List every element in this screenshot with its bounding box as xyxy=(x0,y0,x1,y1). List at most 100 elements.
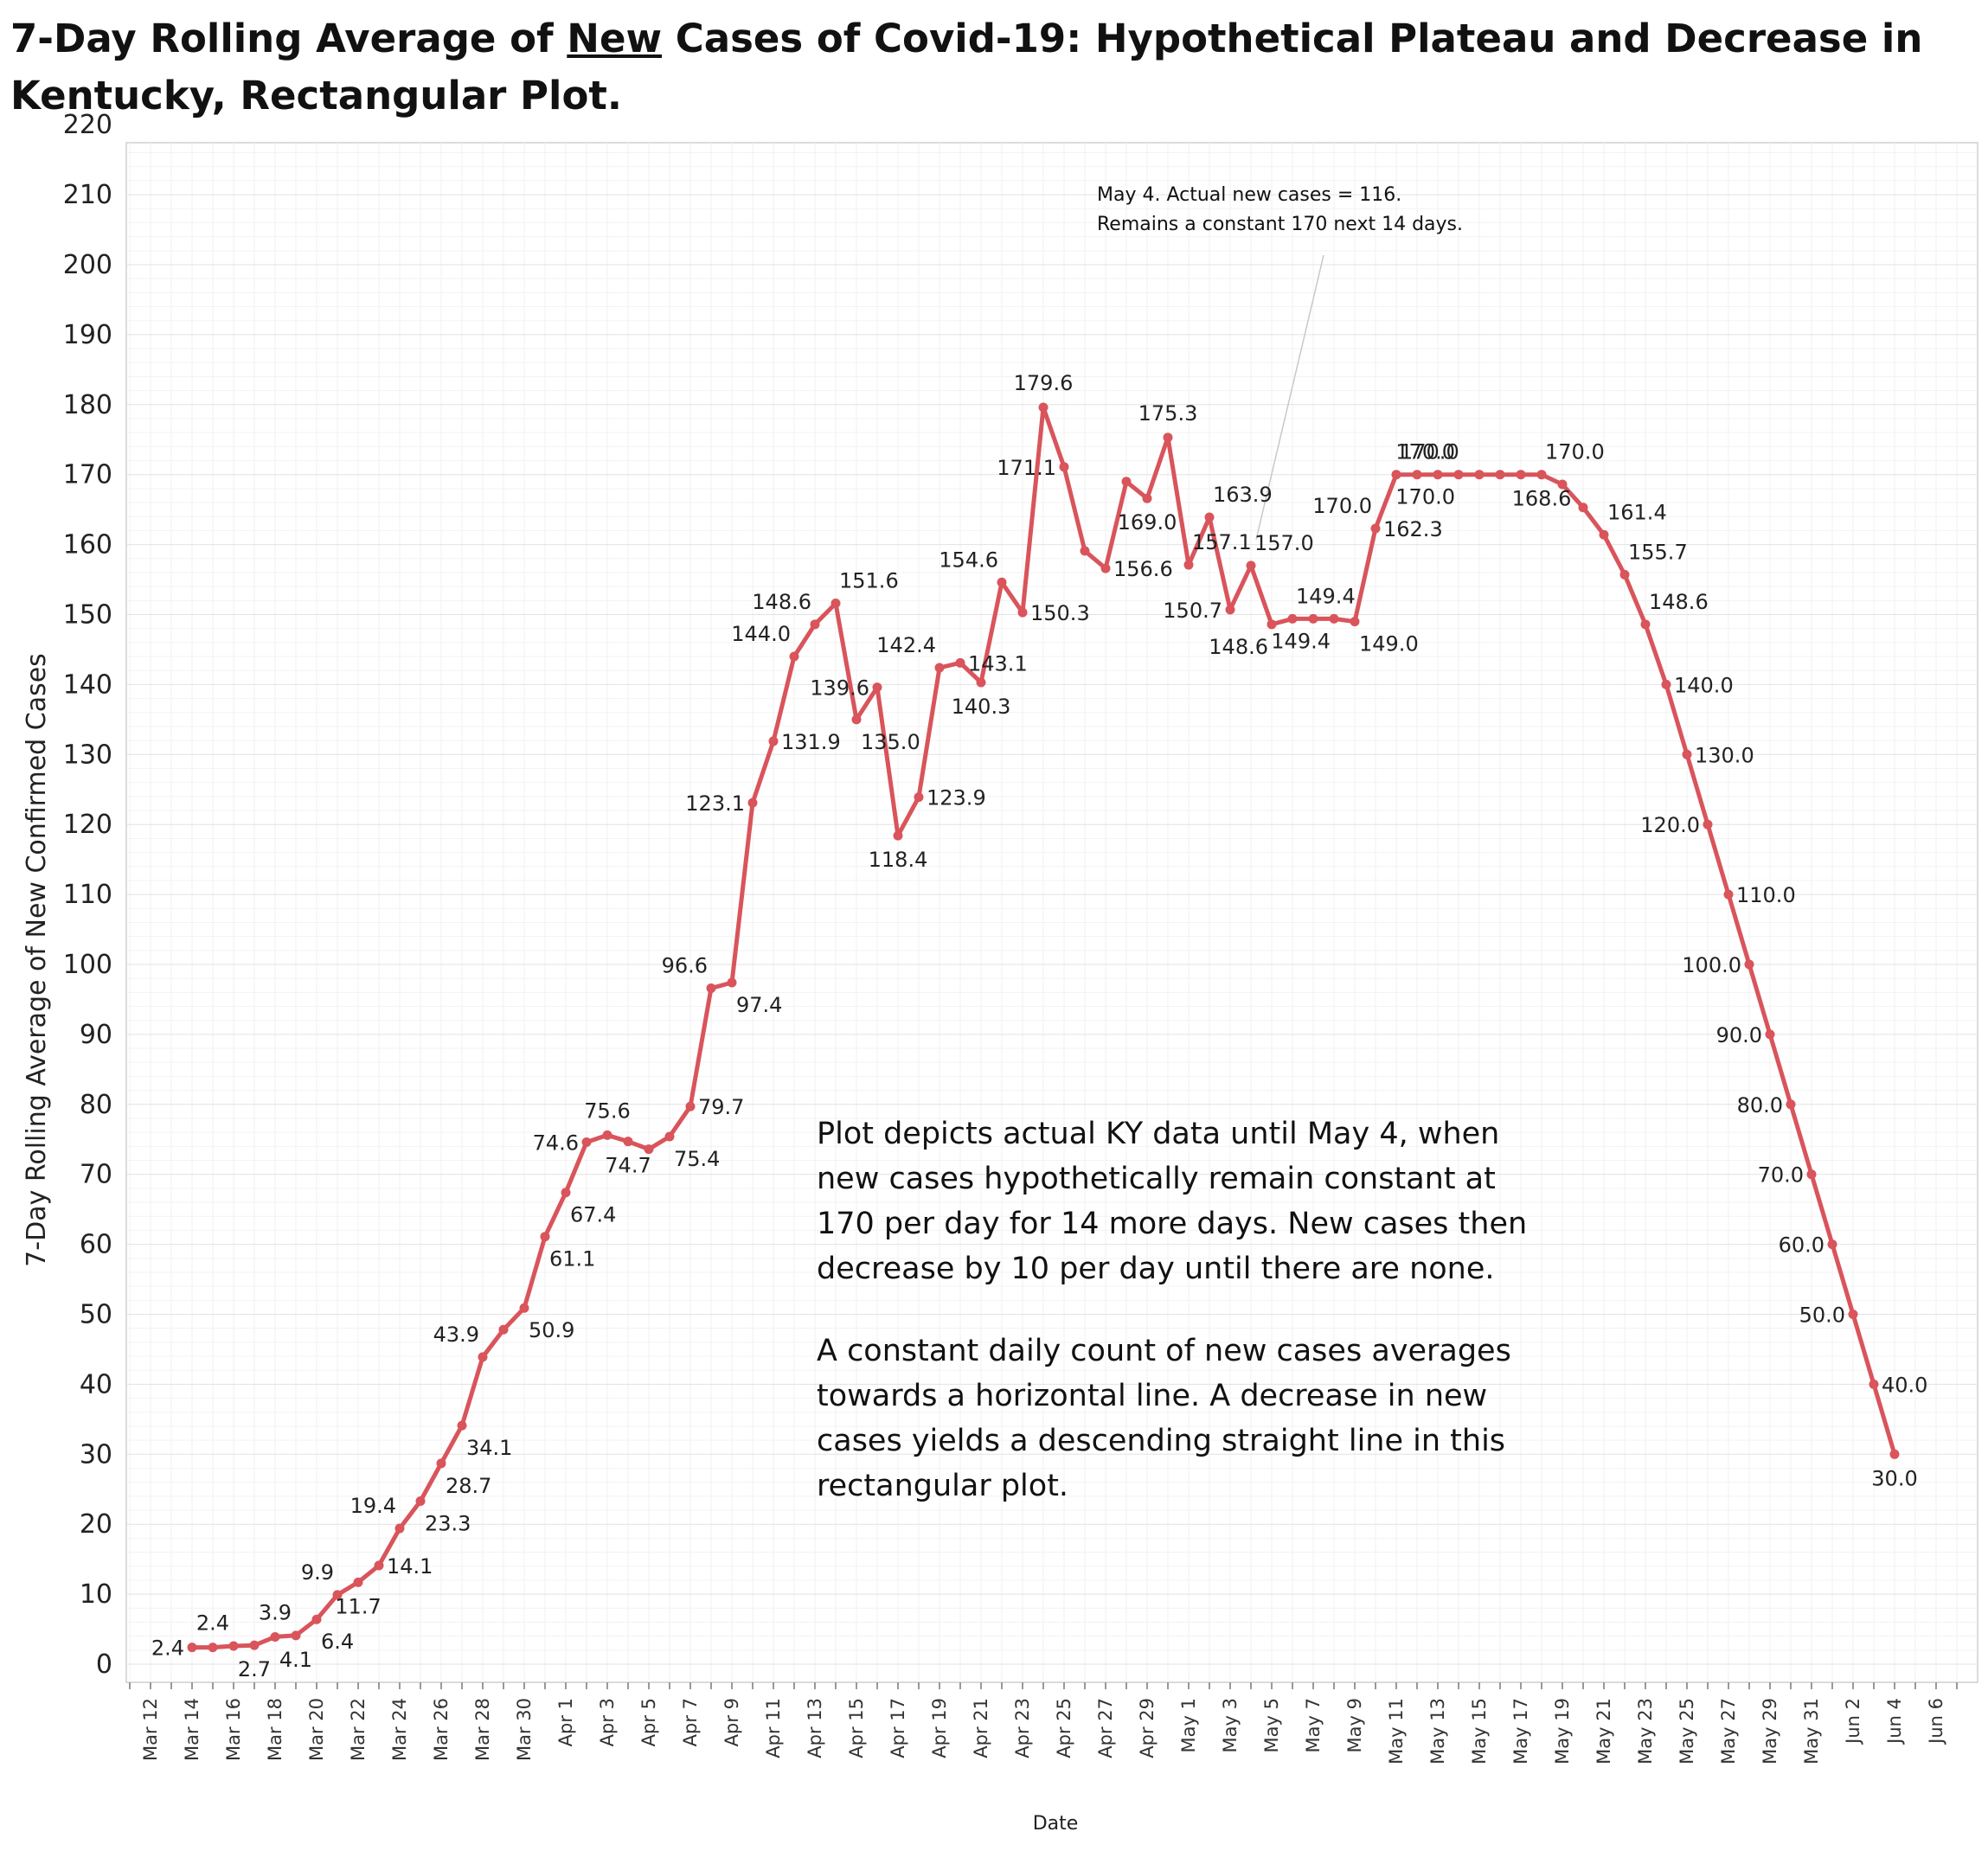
data-point xyxy=(561,1188,571,1198)
data-label: 123.1 xyxy=(685,791,745,816)
data-label: 157.0 xyxy=(1254,531,1314,555)
note-line: new cases hypothetically remain constant… xyxy=(817,1162,1496,1196)
data-point xyxy=(664,1131,675,1142)
data-point xyxy=(1703,819,1713,829)
data-point xyxy=(914,792,924,803)
y-tick-label: 220 xyxy=(63,110,112,140)
data-label: 140.0 xyxy=(1674,673,1734,697)
x-tick-label: May 11 xyxy=(1386,1698,1407,1765)
data-point xyxy=(1412,470,1422,480)
major-gridlines xyxy=(126,194,1978,1665)
data-point xyxy=(249,1640,260,1650)
y-tick-label: 140 xyxy=(63,669,112,700)
data-point xyxy=(1806,1169,1817,1180)
data-point xyxy=(1308,613,1318,624)
data-point xyxy=(997,577,1007,587)
data-point xyxy=(644,1144,654,1155)
y-tick-label: 100 xyxy=(63,950,112,980)
data-label: 156.6 xyxy=(1113,557,1173,581)
y-tick-label: 20 xyxy=(80,1509,112,1540)
note-line: A constant daily count of new cases aver… xyxy=(817,1334,1511,1368)
data-point xyxy=(706,983,716,994)
data-label: 169.0 xyxy=(1118,510,1177,535)
x-tick-label: May 15 xyxy=(1469,1698,1490,1765)
x-tick-label: Apr 5 xyxy=(638,1698,659,1746)
x-tick-label: Mar 20 xyxy=(306,1698,327,1761)
data-label: 130.0 xyxy=(1695,743,1754,767)
annotation-callout: May 4. Actual new cases = 116. Remains a … xyxy=(1097,184,1463,541)
data-point xyxy=(1204,512,1215,522)
data-point xyxy=(1557,479,1568,490)
x-tick-label: Apr 15 xyxy=(846,1698,867,1758)
data-label: 79.7 xyxy=(698,1095,744,1119)
data-label: 74.7 xyxy=(605,1154,651,1178)
data-point xyxy=(353,1577,363,1587)
x-tick-label: Apr 9 xyxy=(721,1698,742,1746)
data-label: 120.0 xyxy=(1640,813,1700,837)
data-label: 74.6 xyxy=(533,1130,579,1155)
x-tick-label: May 19 xyxy=(1552,1698,1573,1765)
data-point xyxy=(1640,619,1651,630)
data-label: 97.4 xyxy=(736,993,782,1017)
data-label: 61.1 xyxy=(549,1247,595,1271)
data-label: 162.3 xyxy=(1383,517,1443,541)
note-line: towards a horizontal line. A decrease in… xyxy=(817,1379,1487,1413)
x-tick-label: Apr 17 xyxy=(888,1698,908,1758)
plot-frame xyxy=(125,142,1978,1683)
data-point xyxy=(415,1496,426,1507)
data-label: 175.3 xyxy=(1138,401,1198,426)
minor-gridlines xyxy=(126,143,1978,1682)
data-point xyxy=(789,651,799,662)
x-axis-ticks: Mar 12 Mar 14 Mar 16 Mar 18 Mar 20 Mar 22 Mar … xyxy=(129,1682,1958,1765)
data-label: 28.7 xyxy=(446,1474,491,1498)
data-point xyxy=(1183,560,1194,570)
x-tick-label: Apr 27 xyxy=(1095,1698,1116,1758)
data-label: 100.0 xyxy=(1682,953,1741,977)
data-point xyxy=(270,1631,280,1642)
data-point xyxy=(1391,470,1401,480)
data-label: 170.0 xyxy=(1395,440,1455,464)
data-point xyxy=(602,1130,612,1140)
data-point xyxy=(1536,470,1547,480)
data-point xyxy=(1350,617,1360,627)
x-tick-label: Mar 28 xyxy=(472,1698,493,1761)
data-point xyxy=(830,599,841,609)
data-point xyxy=(893,830,903,841)
data-point xyxy=(1370,523,1381,534)
data-label: 80.0 xyxy=(1737,1093,1783,1118)
y-tick-label: 30 xyxy=(80,1439,112,1470)
data-label: 148.6 xyxy=(752,590,811,614)
x-tick-label: Apr 7 xyxy=(680,1698,701,1746)
data-point xyxy=(1848,1310,1858,1319)
data-point xyxy=(1059,462,1069,472)
data-label: 96.6 xyxy=(662,954,708,978)
data-point xyxy=(1453,470,1464,480)
data-label: 90.0 xyxy=(1716,1023,1762,1047)
data-point xyxy=(1765,1029,1775,1040)
callout-leader-line xyxy=(1255,254,1324,541)
data-label: 131.9 xyxy=(781,730,841,754)
data-point xyxy=(1474,470,1485,480)
data-label: 70.0 xyxy=(1758,1163,1804,1188)
data-label: 163.9 xyxy=(1213,483,1273,507)
x-tick-label: Apr 25 xyxy=(1054,1698,1074,1758)
x-tick-label: Mar 26 xyxy=(431,1698,452,1761)
title-emphasis: New xyxy=(567,16,663,61)
x-tick-label: May 31 xyxy=(1801,1698,1822,1765)
note-line: Plot depicts actual KY data until May 4,… xyxy=(817,1117,1499,1151)
x-tick-label: Jun 6 xyxy=(1926,1698,1946,1745)
data-point xyxy=(1163,432,1173,443)
data-label: 150.3 xyxy=(1030,601,1090,625)
data-label: 75.4 xyxy=(674,1147,720,1171)
explanatory-notes: Plot depicts actual KY data until May 4,… xyxy=(817,1117,1527,1503)
data-label: 110.0 xyxy=(1736,883,1796,907)
x-tick-label: May 29 xyxy=(1760,1698,1780,1765)
data-label: 144.0 xyxy=(731,622,791,646)
y-tick-label: 10 xyxy=(80,1579,112,1610)
data-point xyxy=(1744,959,1754,970)
data-label: 148.6 xyxy=(1649,590,1709,614)
data-label: 168.6 xyxy=(1512,487,1572,511)
x-axis-label: Date xyxy=(1033,1813,1079,1835)
data-label: 155.7 xyxy=(1628,540,1688,564)
y-tick-label: 180 xyxy=(63,390,112,420)
